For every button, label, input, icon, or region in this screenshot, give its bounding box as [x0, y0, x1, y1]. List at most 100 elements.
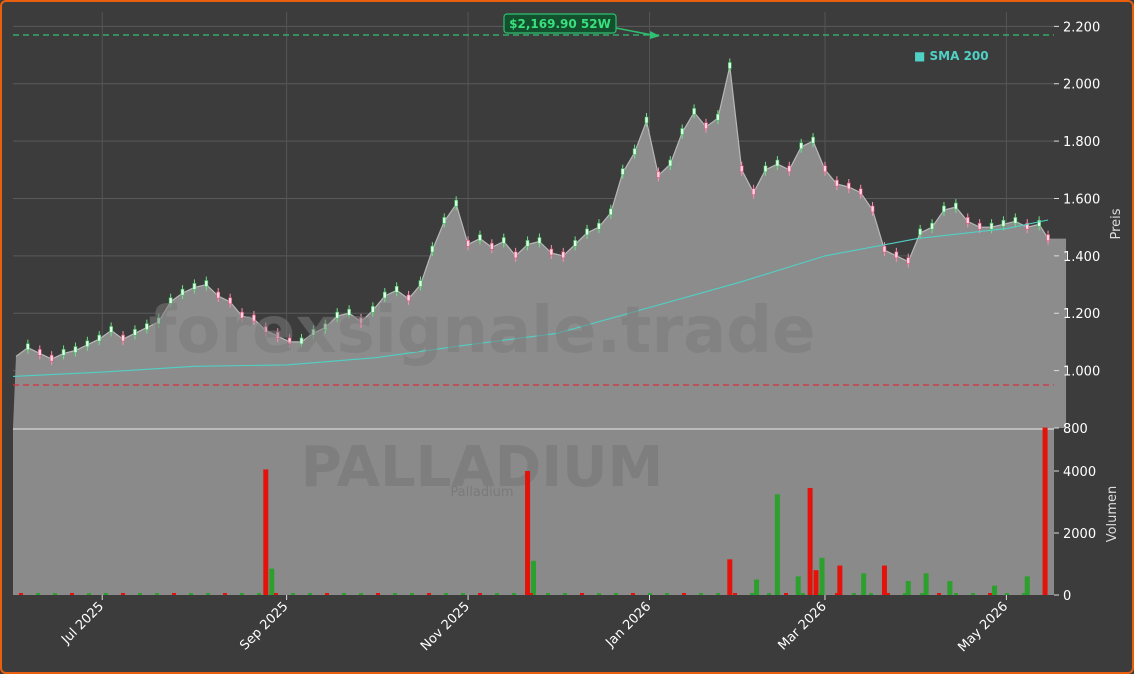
volume-bar-minor [529, 593, 533, 595]
candle-body [1046, 234, 1050, 241]
candle-body [73, 346, 78, 353]
candle-body [228, 297, 232, 305]
volume-bar-minor [733, 593, 737, 595]
volume-bar-minor [308, 593, 312, 595]
candle-body [299, 337, 304, 345]
volume-bar [807, 488, 813, 595]
candle-body [716, 113, 720, 121]
volume-bar-minor [393, 593, 397, 595]
volume-bar-minor [1022, 593, 1026, 595]
volume-bar [992, 585, 998, 595]
volume-bar [923, 573, 929, 595]
candle-body [585, 228, 589, 236]
candle-body [430, 245, 435, 253]
sma-200-line [12, 219, 1049, 377]
candle-body [323, 323, 328, 330]
candle-body [394, 285, 399, 293]
candle-body [823, 165, 827, 173]
volume-bar-minor [937, 593, 941, 595]
volume-bar-minor [665, 593, 669, 595]
candle-body [85, 340, 90, 348]
candle-body [240, 311, 244, 319]
volume-bar-minor [121, 593, 125, 595]
volume-bar-minor [189, 593, 193, 595]
price-tick-label: 1.800 [1063, 135, 1100, 150]
volume-bar-minor [784, 593, 788, 595]
x-tick-label: Jan 2026 [603, 599, 655, 651]
volume-bar [905, 581, 911, 595]
volume-bar [881, 565, 887, 595]
volume-bar [861, 573, 867, 595]
volume-bar-minor [427, 593, 431, 595]
candle-body [680, 128, 685, 135]
volume-bar-minor [563, 593, 567, 595]
volume-bar [947, 581, 953, 595]
candle-body [216, 291, 221, 299]
volume-bar-minor [597, 593, 601, 595]
price-line [15, 66, 1049, 360]
volume-bar-minor [886, 593, 890, 595]
candle-body [965, 217, 970, 224]
candle-body [133, 329, 137, 336]
x-tick-label: Jul 2025 [58, 599, 107, 648]
candle-body [501, 237, 506, 244]
candle-body [37, 349, 42, 356]
candle-body [954, 202, 958, 210]
volume-bar-minor [206, 593, 210, 595]
volume-bar-minor [53, 593, 57, 595]
volume-bar-minor [767, 593, 771, 595]
candle-body [49, 354, 54, 362]
candle-body [359, 317, 363, 325]
candle-body [252, 314, 256, 322]
x-tick-label: Sep 2025 [237, 599, 291, 653]
candle-body [513, 251, 518, 259]
high-52w-arrow [615, 27, 653, 36]
candle-body [192, 283, 197, 290]
volume-bar-minor [971, 593, 975, 595]
candle-body [454, 199, 458, 207]
volume-bar-minor [70, 593, 74, 595]
volume-bar [269, 568, 275, 595]
candle-body [442, 217, 447, 224]
candle-markers [26, 58, 1050, 366]
candle-body [156, 317, 161, 325]
volume-bar-minor [240, 593, 244, 595]
candle-body [977, 222, 982, 230]
candle-body [406, 294, 411, 302]
high-52w-label-box [503, 13, 617, 34]
candle-body [644, 116, 649, 124]
volume-bar-minor [716, 593, 720, 595]
volume-bar-minor [104, 593, 108, 595]
candle-body [918, 228, 922, 236]
candle-body [1001, 220, 1006, 227]
volume-bars [19, 427, 1048, 595]
volume-bar-minor [155, 593, 159, 595]
volume-tick-label: 4000 [1063, 465, 1096, 480]
candle-body [728, 62, 732, 69]
volume-bar-minor [274, 593, 278, 595]
x-axis-ticks: Jul 2025 Sep 2025 Nov 2025 Jan 2026 Mar 2026… [58, 595, 1011, 655]
candle-body [989, 222, 994, 230]
candle-body [858, 188, 863, 196]
volume-bar-minor [223, 593, 227, 595]
volume-bar-minor [376, 593, 380, 595]
candle-body [275, 331, 280, 339]
candle-body [1037, 220, 1041, 227]
candle-body [835, 179, 839, 187]
volume-bar-minor [512, 593, 516, 595]
volume-bar-minor [546, 593, 550, 595]
price-tick-label: 1.600 [1063, 192, 1100, 207]
volume-bar-minor [835, 593, 839, 595]
volume-bar-minor [869, 593, 873, 595]
volume-bar-minor [410, 593, 414, 595]
volume-bar-minor [580, 593, 584, 595]
candle-body [799, 142, 803, 150]
volume-bar [1024, 576, 1030, 595]
price-tick-label: 1.200 [1063, 307, 1100, 322]
candle-body [311, 329, 316, 336]
volume-bar [525, 471, 531, 595]
price-tick-label: 2.200 [1063, 20, 1100, 35]
volume-bar [774, 494, 780, 595]
volume-bar-minor [478, 593, 482, 595]
